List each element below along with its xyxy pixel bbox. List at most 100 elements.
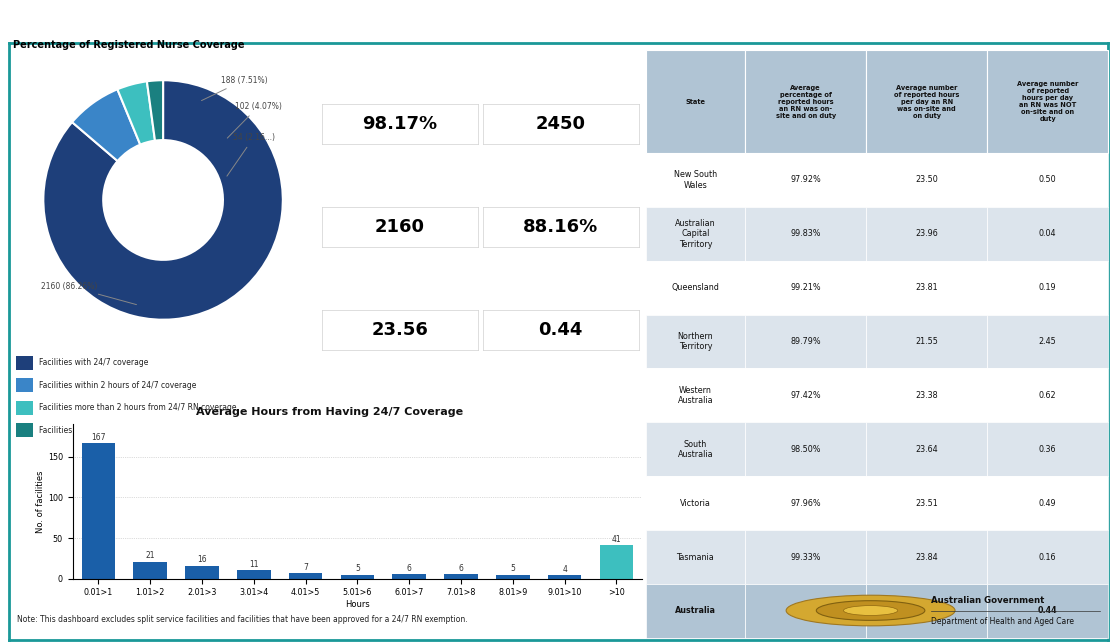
FancyBboxPatch shape bbox=[866, 476, 987, 530]
Text: State: State bbox=[686, 98, 705, 105]
FancyBboxPatch shape bbox=[745, 584, 866, 638]
Wedge shape bbox=[147, 80, 163, 141]
Text: 6: 6 bbox=[407, 564, 412, 573]
Text: Facilities with 24/7 coverage: Facilities with 24/7 coverage bbox=[39, 358, 149, 367]
Text: Department of Health and Aged Care: Department of Health and Aged Care bbox=[930, 617, 1073, 626]
Text: 0.50: 0.50 bbox=[1039, 176, 1057, 185]
Text: Average
percentage of
reported hours
an RN was on-
site and on duty: Average percentage of reported hours an … bbox=[775, 85, 836, 118]
FancyBboxPatch shape bbox=[745, 153, 866, 207]
Bar bbox=[133, 561, 168, 579]
FancyBboxPatch shape bbox=[745, 261, 866, 314]
Text: 2450: 2450 bbox=[536, 115, 585, 133]
FancyBboxPatch shape bbox=[866, 153, 987, 207]
Text: 98.50%: 98.50% bbox=[791, 445, 821, 454]
Bar bbox=[237, 570, 270, 579]
FancyBboxPatch shape bbox=[987, 153, 1108, 207]
Text: Northern
Territory: Northern Territory bbox=[678, 332, 713, 351]
Text: Australian Government: Australian Government bbox=[930, 596, 1044, 605]
Text: Facilities within 2 hours of 24/7 coverage: Facilities within 2 hours of 24/7 covera… bbox=[39, 381, 197, 390]
Text: 0.36: 0.36 bbox=[1039, 445, 1057, 454]
Text: 102 (4.07%): 102 (4.07%) bbox=[227, 102, 281, 138]
FancyBboxPatch shape bbox=[866, 207, 987, 261]
Text: Number of facilities that
submitted their 24/7 RN
report: Number of facilities that submitted thei… bbox=[512, 64, 610, 85]
Text: Average number
of reported
hours per day
an RN was NOT
on-site and on
duty: Average number of reported hours per day… bbox=[1016, 81, 1078, 122]
Text: 88.16%: 88.16% bbox=[523, 218, 599, 236]
Bar bbox=[547, 575, 582, 579]
Text: 97.42%: 97.42% bbox=[791, 391, 821, 400]
X-axis label: Hours: Hours bbox=[345, 600, 370, 609]
Text: Average number
of reported hours
per day an RN
was on-site and
on duty: Average number of reported hours per day… bbox=[894, 85, 960, 118]
FancyBboxPatch shape bbox=[866, 50, 987, 153]
FancyBboxPatch shape bbox=[866, 314, 987, 368]
Text: 41: 41 bbox=[612, 535, 621, 544]
Text: 54 (2.16...): 54 (2.16...) bbox=[227, 133, 275, 176]
FancyBboxPatch shape bbox=[745, 314, 866, 368]
Text: Queensland: Queensland bbox=[671, 283, 719, 292]
Text: 23.56: 23.56 bbox=[372, 321, 428, 339]
Text: 2160: 2160 bbox=[375, 218, 424, 236]
Bar bbox=[392, 574, 426, 579]
Text: 21: 21 bbox=[145, 552, 155, 561]
Text: 4: 4 bbox=[562, 565, 567, 574]
Text: Average Hours from Having 24/7 Coverage: Average Hours from Having 24/7 Coverage bbox=[195, 407, 464, 417]
Text: 0.04: 0.04 bbox=[1039, 230, 1057, 239]
Text: Australia: Australia bbox=[675, 606, 716, 615]
Text: Percentage of Registered Nurse Coverage: Percentage of Registered Nurse Coverage bbox=[13, 39, 245, 50]
Wedge shape bbox=[117, 81, 155, 145]
Text: 0.62: 0.62 bbox=[1039, 391, 1057, 400]
FancyBboxPatch shape bbox=[646, 153, 745, 207]
Wedge shape bbox=[73, 89, 141, 161]
Text: 167: 167 bbox=[92, 433, 106, 442]
Text: 99.33%: 99.33% bbox=[791, 552, 821, 561]
Text: 98.17%: 98.17% bbox=[789, 606, 822, 615]
FancyBboxPatch shape bbox=[987, 368, 1108, 422]
FancyBboxPatch shape bbox=[646, 368, 745, 422]
Circle shape bbox=[786, 595, 955, 626]
Text: 21.55: 21.55 bbox=[915, 337, 938, 346]
Text: 0.16: 0.16 bbox=[1039, 552, 1057, 561]
Text: Western
Australia: Western Australia bbox=[678, 386, 713, 405]
Text: Facilities more than 2 hours from 24/7 RN coverage: Facilities more than 2 hours from 24/7 R… bbox=[39, 403, 237, 412]
Text: Tasmania: Tasmania bbox=[677, 552, 714, 561]
FancyBboxPatch shape bbox=[745, 368, 866, 422]
Text: 97.96%: 97.96% bbox=[791, 499, 821, 508]
Text: 23.38: 23.38 bbox=[916, 391, 938, 400]
Text: Note: This dashboard excludes split service facilities and facilities that have : Note: This dashboard excludes split serv… bbox=[18, 615, 468, 624]
FancyBboxPatch shape bbox=[987, 530, 1108, 584]
FancyBboxPatch shape bbox=[646, 422, 745, 476]
FancyBboxPatch shape bbox=[646, 207, 745, 261]
Text: 23.64: 23.64 bbox=[916, 445, 938, 454]
Text: Facilities that did not report: Facilities that did not report bbox=[39, 426, 145, 435]
Text: 0.19: 0.19 bbox=[1039, 283, 1057, 292]
FancyBboxPatch shape bbox=[866, 368, 987, 422]
Text: 99.83%: 99.83% bbox=[791, 230, 821, 239]
Text: 0.44: 0.44 bbox=[1038, 606, 1058, 615]
FancyBboxPatch shape bbox=[745, 422, 866, 476]
Y-axis label: No. of facilities: No. of facilities bbox=[36, 470, 45, 533]
Text: 2.45: 2.45 bbox=[1039, 337, 1057, 346]
Text: 23.96: 23.96 bbox=[916, 230, 938, 239]
Wedge shape bbox=[44, 80, 283, 320]
Text: 6: 6 bbox=[459, 564, 464, 573]
Text: 5: 5 bbox=[510, 565, 515, 574]
FancyBboxPatch shape bbox=[987, 584, 1108, 638]
Bar bbox=[82, 443, 115, 579]
Text: 0.49: 0.49 bbox=[1039, 499, 1057, 508]
Bar bbox=[445, 574, 478, 579]
Bar bbox=[17, 356, 32, 370]
Text: 89.79%: 89.79% bbox=[791, 337, 821, 346]
Text: 23.50: 23.50 bbox=[916, 176, 938, 185]
Text: South
Australia: South Australia bbox=[678, 440, 713, 459]
Text: Average number of
reported hours per day an
RN was NOT on-site and
on duty: Average number of reported hours per day… bbox=[508, 267, 613, 294]
Text: Australian
Capital
Territory: Australian Capital Territory bbox=[675, 219, 716, 249]
Text: 23.84: 23.84 bbox=[916, 552, 938, 561]
Bar bbox=[341, 575, 374, 579]
FancyBboxPatch shape bbox=[866, 584, 987, 638]
FancyBboxPatch shape bbox=[987, 207, 1108, 261]
Circle shape bbox=[817, 601, 925, 620]
Text: 5: 5 bbox=[355, 565, 360, 574]
FancyBboxPatch shape bbox=[866, 530, 987, 584]
Bar bbox=[17, 401, 32, 415]
Text: Average number of
reported hours per day an
RN was on-site and on
duty: Average number of reported hours per day… bbox=[347, 267, 452, 294]
Text: 23.56: 23.56 bbox=[914, 606, 939, 615]
